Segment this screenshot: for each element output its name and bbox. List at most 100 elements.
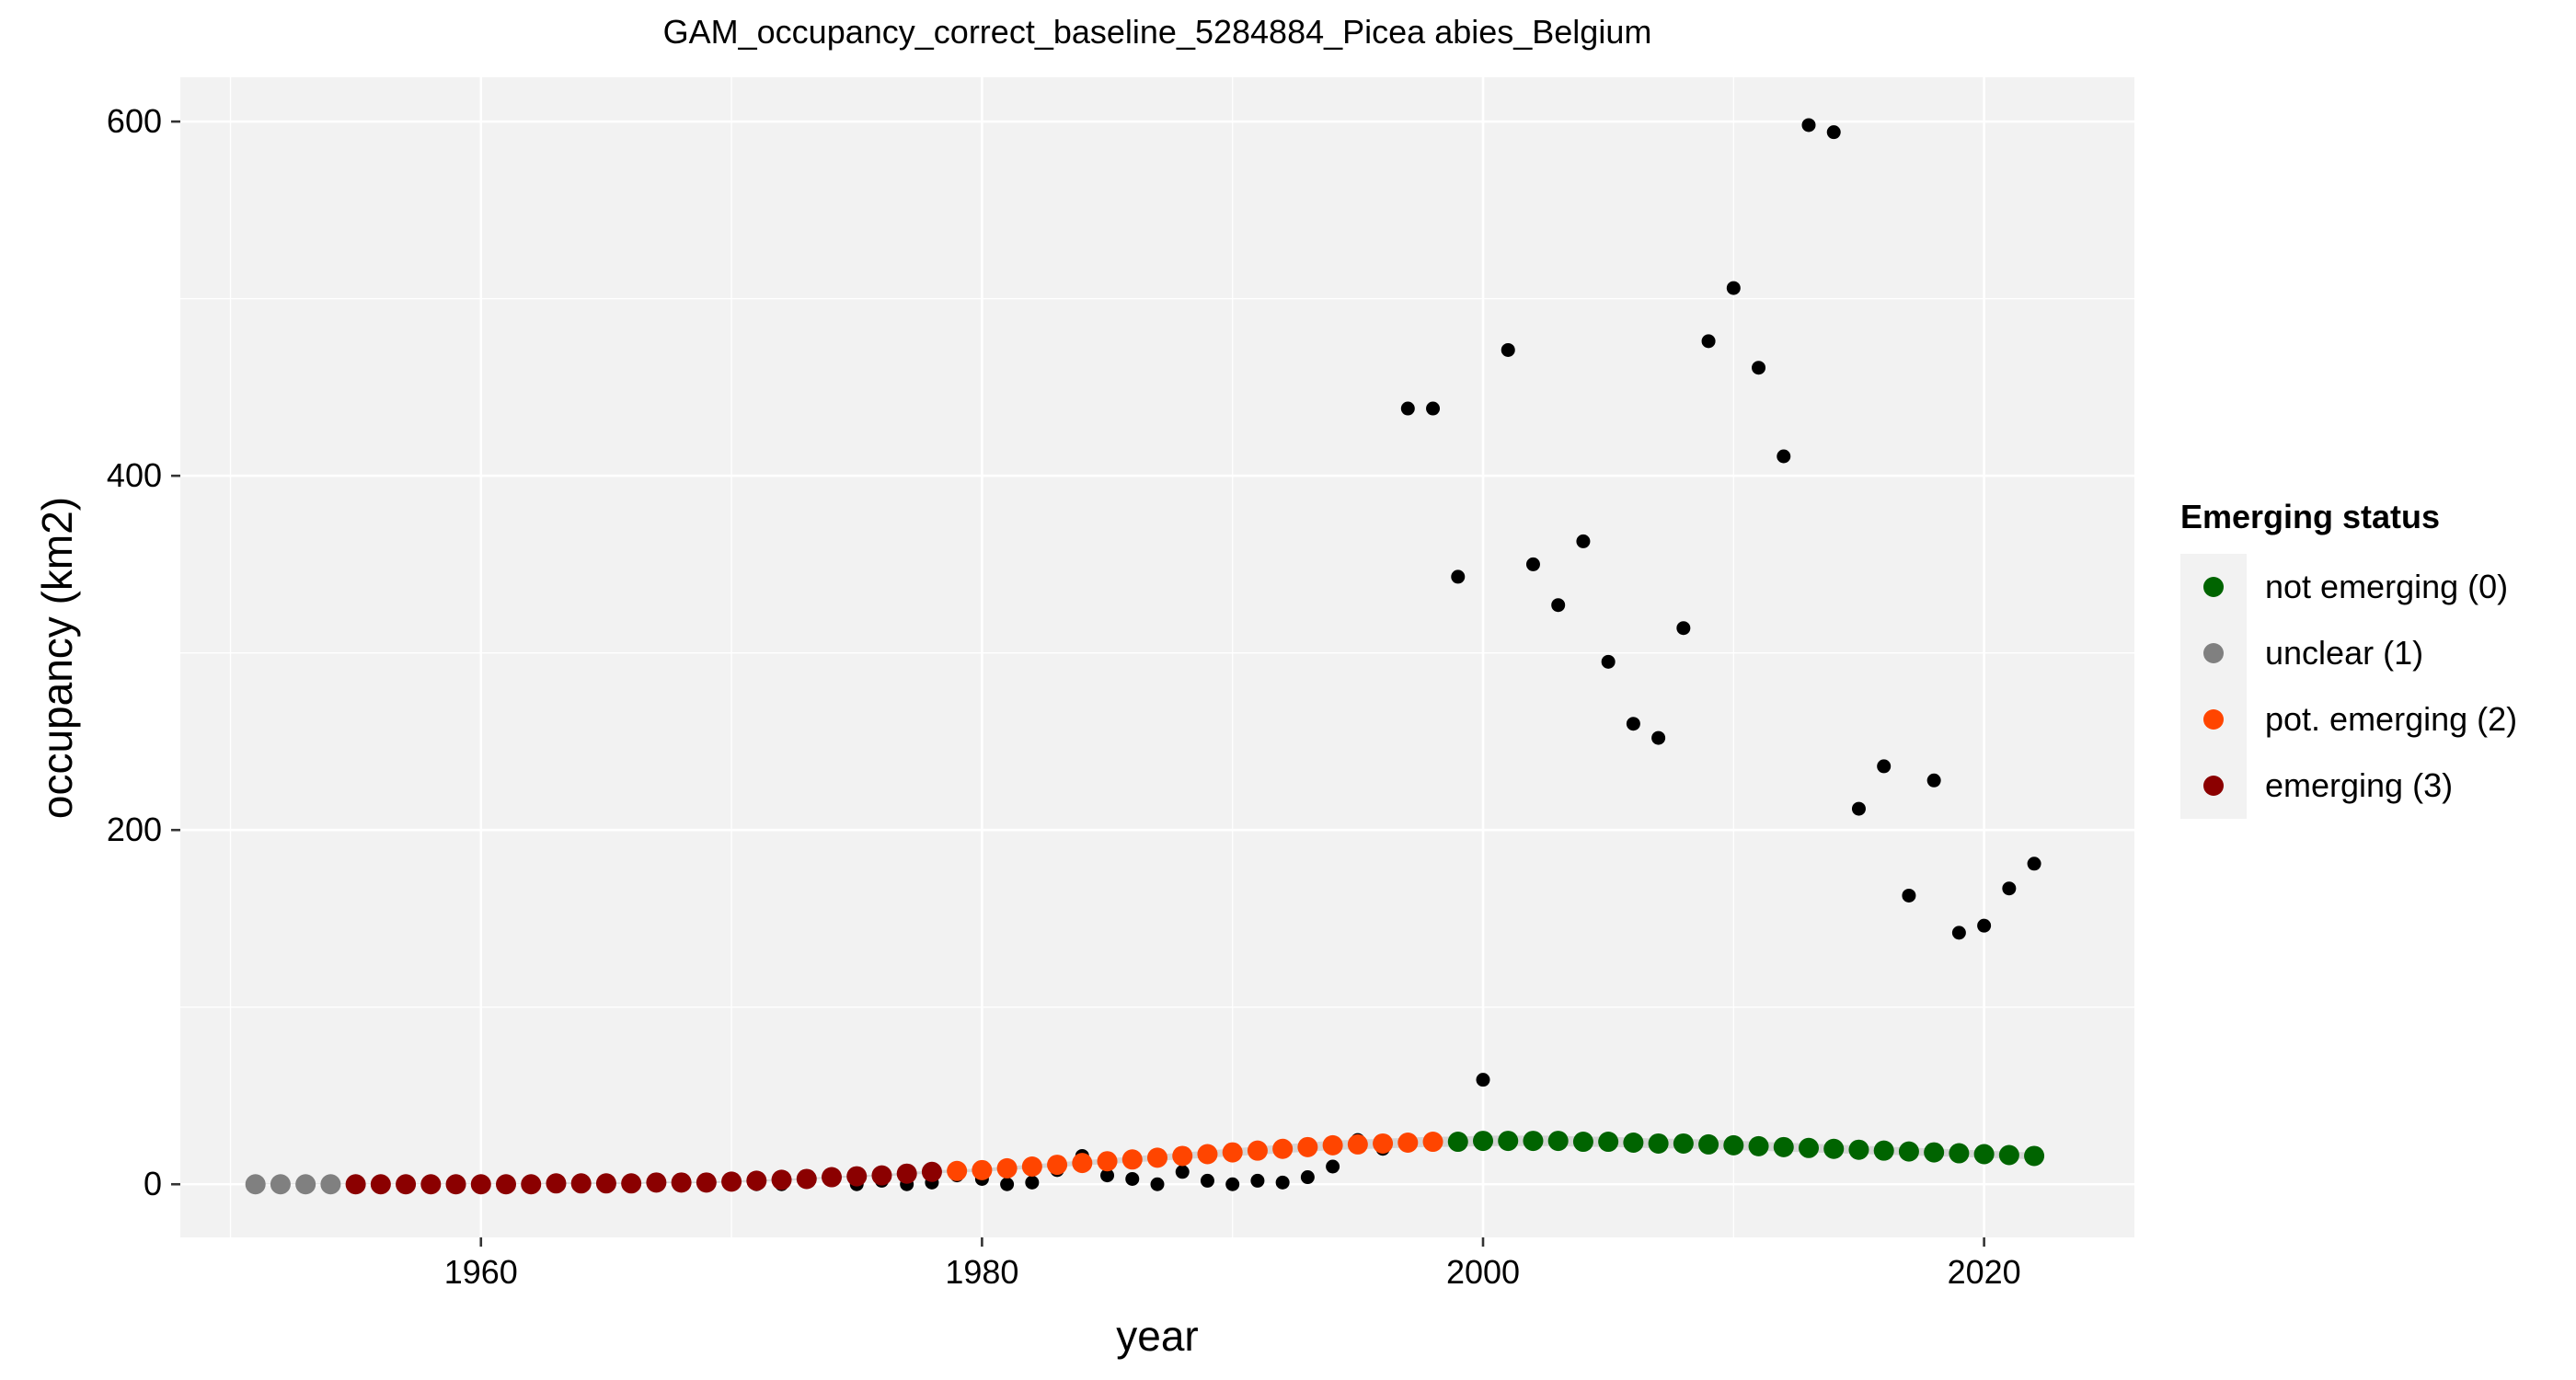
fitted-point	[1998, 1144, 2019, 1166]
fitted-point	[245, 1174, 266, 1195]
observed-point	[1525, 557, 1540, 571]
fitted-point	[1373, 1133, 1394, 1154]
fitted-point	[1297, 1136, 1318, 1157]
fitted-point	[846, 1166, 868, 1187]
observed-point	[1125, 1171, 1140, 1186]
fitted-point	[1247, 1140, 1268, 1161]
fitted-point	[746, 1170, 767, 1191]
observed-point	[1877, 759, 1892, 774]
fitted-point	[1222, 1142, 1243, 1163]
fitted-point	[1322, 1134, 1343, 1156]
observed-point	[1100, 1168, 1115, 1183]
fitted-point	[1698, 1133, 1719, 1155]
x-tick-label: 1980	[945, 1253, 1018, 1291]
legend-items: not emerging (0) unclear (1) pot. emerging…	[2203, 568, 2517, 804]
observed-point	[1451, 569, 1466, 584]
fitted-point	[496, 1174, 516, 1195]
observed-point	[1551, 598, 1566, 613]
observed-point	[1000, 1177, 1015, 1191]
fitted-point	[470, 1174, 491, 1195]
fitted-point	[1498, 1131, 1519, 1152]
fitted-point	[1873, 1140, 1894, 1161]
fitted-point	[621, 1173, 642, 1194]
observed-point	[1826, 125, 1841, 140]
fitted-point	[1848, 1139, 1869, 1160]
fitted-point	[1748, 1135, 1769, 1156]
fitted-point	[595, 1173, 616, 1194]
x-tick-label: 2000	[1446, 1253, 1520, 1291]
observed-point	[1426, 401, 1441, 416]
fitted-point	[570, 1173, 592, 1194]
fitted-points	[245, 1131, 2045, 1195]
fitted-point	[546, 1173, 567, 1194]
fitted-point	[1447, 1132, 1468, 1153]
x-axis: 1960 1980 2000 2020	[444, 1237, 2021, 1291]
observed-point	[1626, 717, 1640, 731]
legend-key-background	[2180, 554, 2247, 819]
fitted-point	[896, 1163, 917, 1184]
fitted-point	[1473, 1131, 1493, 1152]
observed-point	[1676, 621, 1691, 636]
observed-point	[1902, 888, 1916, 903]
fitted-point	[1648, 1133, 1669, 1154]
fitted-point	[1823, 1138, 1845, 1159]
observed-point	[1275, 1175, 1290, 1190]
observed-point	[1777, 449, 1791, 464]
fitted-point	[996, 1157, 1018, 1179]
observed-point	[1400, 401, 1415, 416]
fitted-point	[1623, 1133, 1644, 1154]
fitted-point	[1799, 1137, 1819, 1158]
fitted-point	[396, 1174, 417, 1195]
minor-gridlines	[180, 77, 2134, 1237]
observed-point	[1926, 773, 1941, 788]
fitted-point	[947, 1160, 968, 1181]
y-axis-title: occupancy (km2)	[33, 497, 81, 819]
fitted-point	[1924, 1142, 1945, 1163]
observed-point	[2002, 881, 2017, 896]
fitted-point	[1422, 1132, 1443, 1153]
x-axis-title: year	[1116, 1312, 1198, 1360]
observed-point	[1326, 1159, 1340, 1174]
fitted-point	[1598, 1132, 1619, 1153]
legend-label-0: not emerging (0)	[2265, 568, 2508, 605]
fitted-point	[370, 1174, 391, 1195]
fitted-point	[646, 1172, 667, 1193]
observed-point	[1175, 1165, 1190, 1179]
fitted-point	[1397, 1133, 1419, 1154]
observed-point	[1200, 1173, 1214, 1188]
fitted-point	[671, 1172, 692, 1193]
fitted-point	[921, 1161, 942, 1182]
fitted-point	[822, 1167, 842, 1188]
observed-point	[1851, 801, 1866, 816]
observed-point	[1752, 361, 1766, 375]
fitted-point	[1673, 1133, 1694, 1154]
y-tick-label: 400	[107, 456, 162, 494]
y-tick-label: 0	[144, 1165, 162, 1202]
fitted-point	[295, 1174, 316, 1195]
fitted-point	[521, 1174, 542, 1195]
fitted-point	[1773, 1136, 1794, 1157]
fitted-point	[1072, 1153, 1093, 1174]
confidence-band-area	[255, 1135, 2035, 1185]
legend-title: Emerging status	[2180, 498, 2440, 535]
fitted-point	[270, 1174, 291, 1195]
fitted-point	[871, 1165, 892, 1186]
fitted-point	[1723, 1134, 1744, 1156]
fitted-point	[1523, 1131, 1544, 1152]
observed-point	[1501, 342, 1515, 357]
fitted-point	[796, 1168, 817, 1190]
legend-label-3: emerging (3)	[2265, 766, 2453, 804]
fitted-point	[1121, 1149, 1143, 1170]
legend: Emerging status not emerging (0) unclear …	[2180, 498, 2517, 819]
fitted-point	[1021, 1156, 1042, 1177]
y-axis: 0 200 400 600	[107, 102, 180, 1202]
observed-point	[1726, 281, 1741, 295]
fitted-point	[1572, 1132, 1593, 1153]
fitted-point	[320, 1174, 341, 1195]
fitted-point	[1898, 1141, 1919, 1162]
legend-label-2: pot. emerging (2)	[2265, 700, 2517, 738]
confidence-band	[255, 1135, 2035, 1185]
observed-point	[1977, 918, 1992, 933]
observed-point	[1250, 1173, 1265, 1188]
